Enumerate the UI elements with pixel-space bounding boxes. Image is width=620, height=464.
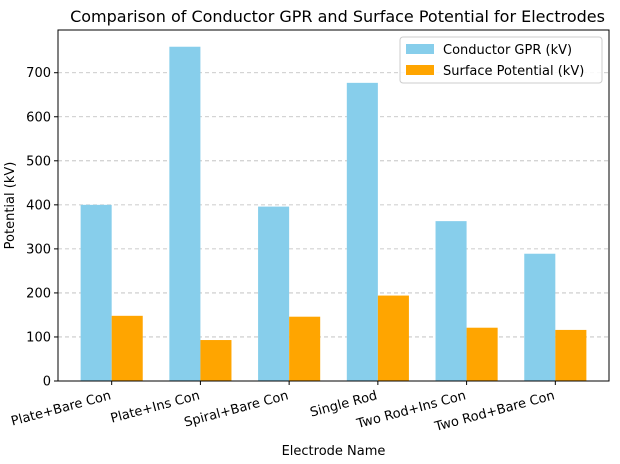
y-tick-label: 400 (26, 198, 51, 213)
y-tick-label: 100 (26, 330, 51, 345)
y-tick-label: 300 (26, 242, 51, 257)
bar-conductor-gpr (258, 206, 290, 381)
legend-swatch-surface-potential (406, 65, 434, 75)
bar-surface-potential (289, 316, 321, 381)
legend-box (399, 36, 603, 84)
y-tick-label: 700 (26, 66, 51, 81)
y-tick-label: 500 (26, 154, 51, 169)
bar-surface-potential (555, 329, 587, 381)
bar-conductor-gpr (524, 253, 556, 381)
legend-label-surface-potential: Surface Potential (kV) (443, 64, 584, 79)
plot-frame (57, 29, 610, 382)
y-tick-label: 600 (26, 110, 51, 125)
bar-surface-potential (111, 315, 143, 381)
bar-conductor-gpr (80, 204, 112, 381)
legend: Conductor GPR (kV) Surface Potential (kV… (399, 36, 603, 84)
chart-title: Comparison of Conductor GPR and Surface … (70, 7, 605, 26)
y-axis-label: Potential (kV) (3, 162, 18, 250)
y-tick-label: 200 (26, 286, 51, 301)
y-tick-label: 0 (43, 375, 51, 390)
grid-lines (58, 72, 609, 382)
x-tick-label: Plate+Bare Con (10, 388, 113, 429)
bar-surface-potential (466, 327, 498, 381)
x-axis-label: Electrode Name (282, 444, 386, 459)
bar-conductor-gpr (346, 82, 378, 382)
bar-surface-potential (377, 295, 409, 381)
bar-surface-potential (200, 340, 232, 381)
legend-label-conductor-gpr: Conductor GPR (kV) (443, 43, 572, 58)
legend-swatch-conductor-gpr (406, 44, 434, 54)
y-axis-ticks: 0 100 200 300 400 500 600 700 (26, 66, 58, 390)
bar-conductor-gpr (169, 46, 201, 381)
bars (80, 46, 587, 382)
bar-conductor-gpr (435, 221, 467, 381)
